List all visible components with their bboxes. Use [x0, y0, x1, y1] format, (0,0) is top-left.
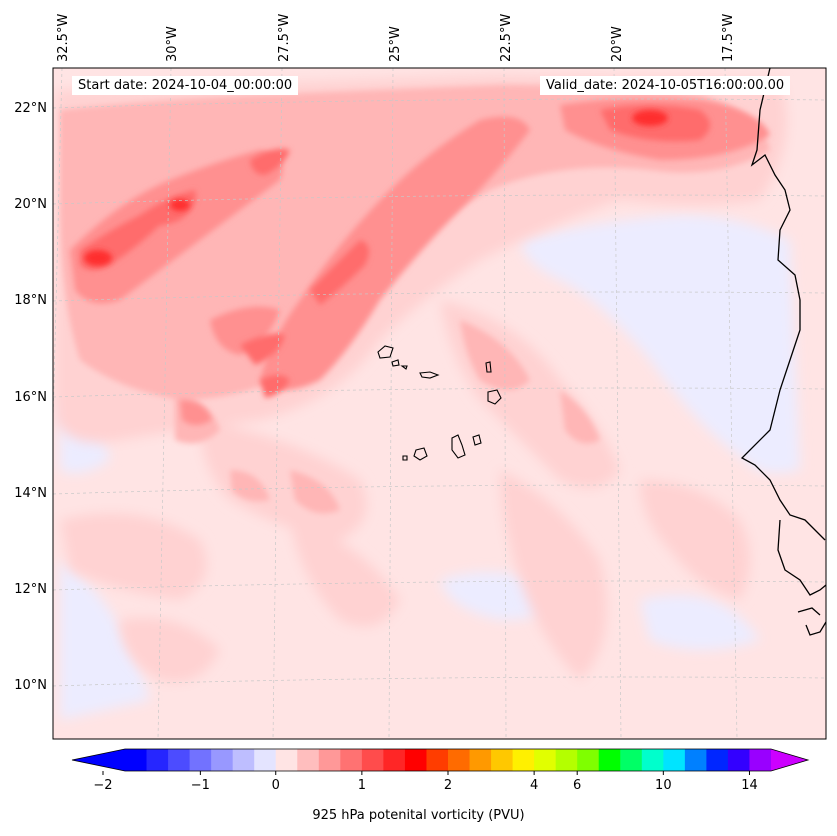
- lat-label: 18°N: [14, 293, 47, 308]
- colorbar-segment: [534, 749, 557, 771]
- colorbar-segment: [598, 749, 621, 771]
- colorbar-segment: [684, 749, 707, 771]
- lon-label: 17.5°W: [721, 14, 736, 62]
- colorbar-segment: [361, 749, 384, 771]
- colorbar-tick-label: 1: [358, 778, 366, 793]
- lat-label: 12°N: [14, 582, 47, 597]
- colorbar-segment: [706, 749, 729, 771]
- colorbar-segment: [125, 749, 148, 771]
- colorbar-segment: [555, 749, 578, 771]
- colorbar-tick-label: −1: [191, 778, 210, 793]
- colorbar-segment: [469, 749, 492, 771]
- colorbar-segment: [620, 749, 643, 771]
- colorbar-tick-label: 2: [444, 778, 452, 793]
- longitude-labels: 32.5°W 30°W 27.5°W 25°W 22.5°W 20°W 17.5…: [56, 14, 736, 62]
- colorbar-segment: [749, 749, 772, 771]
- colorbar-segment: [404, 749, 427, 771]
- coastline: [740, 68, 826, 636]
- lon-label: 25°W: [388, 26, 403, 62]
- lat-label: 20°N: [14, 197, 47, 212]
- latitude-labels: 22°N 20°N 18°N 16°N 14°N 12°N 10°N: [14, 101, 47, 693]
- colorbar-segment: [146, 749, 169, 771]
- start-date-label: Start date: 2024-10-04_00:00:00: [72, 76, 299, 95]
- colorbar-segment: [727, 749, 750, 771]
- lon-label: 22.5°W: [499, 14, 514, 62]
- lon-label: 20°W: [610, 26, 625, 62]
- valid-date-label: Valid_date: 2024-10-05T16:00:00.00: [540, 76, 791, 95]
- graticule: [53, 68, 826, 739]
- colorbar-under-arrow: [72, 749, 125, 771]
- colorbar-segment: [577, 749, 600, 771]
- colorbar-segment: [168, 749, 191, 771]
- colorbar-segment: [383, 749, 406, 771]
- colorbar-tick-label: −2: [93, 778, 112, 793]
- colorbar-tick-label: 10: [655, 778, 672, 793]
- lat-label: 16°N: [14, 390, 47, 405]
- lon-label: 32.5°W: [56, 14, 71, 62]
- colorbar-tick-label: 0: [272, 778, 280, 793]
- colorbar-segment: [254, 749, 277, 771]
- colorbar-segment: [663, 749, 686, 771]
- colorbar-label: 925 hPa potenital vorticity (PVU): [312, 808, 525, 823]
- lon-label: 27.5°W: [277, 14, 292, 62]
- colorbar-tick-label: 4: [530, 778, 538, 793]
- colorbar-segment: [641, 749, 664, 771]
- colorbar-over-arrow: [771, 749, 808, 771]
- lat-label: 10°N: [14, 678, 47, 693]
- colorbar-segment: [232, 749, 255, 771]
- colorbar-segment: [189, 749, 212, 771]
- colorbar-segment: [491, 749, 514, 771]
- lon-label: 30°W: [165, 26, 180, 62]
- lat-label: 14°N: [14, 486, 47, 501]
- colorbar-segment: [448, 749, 471, 771]
- lat-label: 22°N: [14, 101, 47, 116]
- islands: [377, 345, 502, 461]
- colorbar-segment: [512, 749, 535, 771]
- colorbar-tick-label: 6: [573, 778, 581, 793]
- pv-contour-field: [53, 68, 826, 739]
- colorbar-segment: [297, 749, 320, 771]
- colorbar-segment: [275, 749, 298, 771]
- map-frame: [52, 67, 827, 740]
- colorbar-segment: [340, 749, 363, 771]
- colorbar-segment: [426, 749, 449, 771]
- colorbar: −2 −1 0 1 2 4 6 10 14: [71, 748, 810, 793]
- colorbar-segment: [211, 749, 234, 771]
- colorbar-segment: [318, 749, 341, 771]
- colorbar-tick-label: 14: [741, 778, 758, 793]
